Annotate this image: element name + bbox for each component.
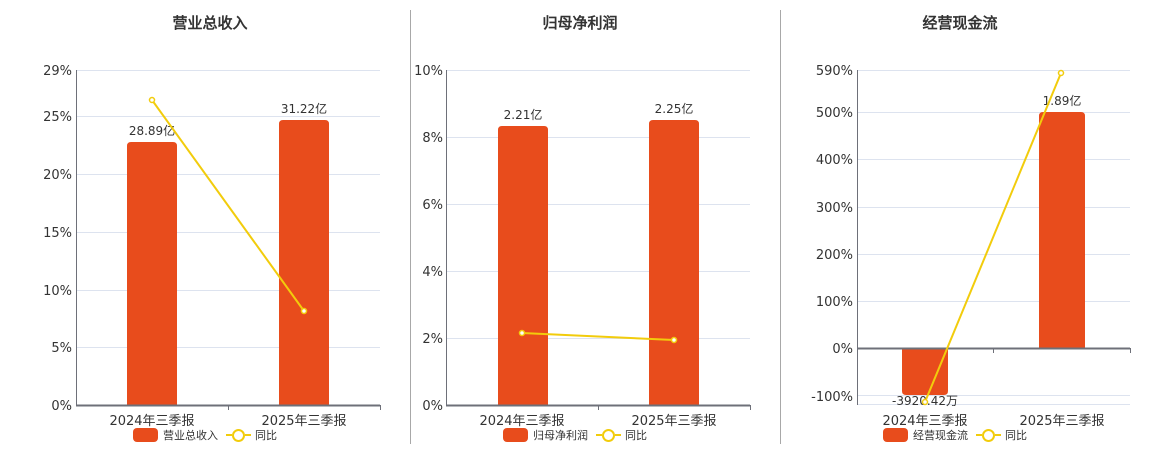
y-tick: 10% (43, 284, 72, 299)
y-tick: 4% (422, 265, 443, 280)
y-tick: 20% (43, 168, 72, 183)
y-tick: 590% (816, 64, 853, 79)
x-tick: 2024年三季报 (109, 414, 194, 429)
y-tick: 6% (422, 198, 443, 213)
x-tick: 2025年三季报 (1019, 414, 1104, 429)
yoy-line (924, 72, 1062, 403)
y-tick: 10% (414, 64, 443, 79)
bar-2024 (127, 142, 177, 405)
chart-panel-revenue: 营业总收入 29% 25% 20% 15% 10% 5% 0% 28.89亿 3… (0, 0, 405, 450)
yoy-line (521, 332, 675, 341)
y-tick: 500% (816, 106, 853, 121)
y-tick: 0% (832, 342, 853, 357)
y-tick: 15% (43, 226, 72, 241)
panel-divider (410, 10, 411, 444)
bar-2024 (902, 348, 948, 395)
bar-label: 31.22亿 (281, 101, 327, 116)
line-legend-label[interactable]: 同比 (625, 429, 647, 442)
bar-2025 (279, 120, 329, 405)
y-tick: 0% (51, 399, 72, 414)
x-tick: 2024年三季报 (882, 414, 967, 429)
line-legend-label[interactable]: 同比 (255, 429, 277, 442)
y-tick: 100% (816, 295, 853, 310)
legend[interactable]: 归母净利润 同比 (503, 427, 647, 443)
chart-plot: 29% 25% 20% 15% 10% 5% 0% 28.89亿 31.22亿 … (43, 64, 381, 429)
x-tick: 2024年三季报 (479, 414, 564, 429)
bar-label: 2.21亿 (504, 107, 543, 122)
y-tick: 8% (422, 131, 443, 146)
bar-legend-label[interactable]: 经营现金流 (913, 429, 968, 442)
legend[interactable]: 经营现金流 同比 (883, 427, 1027, 443)
yoy-line (151, 99, 305, 312)
bar-2025 (1039, 112, 1085, 348)
line-legend-label[interactable]: 同比 (1005, 429, 1027, 442)
bar-2025 (649, 120, 699, 405)
bar-legend-label[interactable]: 营业总收入 (163, 429, 218, 442)
chart-title: 经营现金流 (922, 14, 998, 32)
y-tick: -100% (811, 390, 853, 405)
line-legend-icon[interactable] (976, 428, 1001, 442)
legend[interactable]: 营业总收入 同比 (133, 427, 277, 443)
chart-plot: 10% 8% 6% 4% 2% 0% 2.21亿 2.25亿 2024年三季报 … (414, 64, 751, 429)
y-tick: 300% (816, 201, 853, 216)
chart-title: 归母净利润 (542, 14, 618, 32)
y-tick: 200% (816, 248, 853, 263)
bar-legend-swatch[interactable] (503, 428, 528, 442)
y-tick: 25% (43, 110, 72, 125)
y-tick: 400% (816, 153, 853, 168)
bar-legend-label[interactable]: 归母净利润 (533, 429, 588, 442)
bar-label: 28.89亿 (129, 123, 175, 138)
chart-title: 营业总收入 (172, 14, 248, 32)
bar-legend-swatch[interactable] (883, 428, 908, 442)
y-tick: 2% (422, 332, 443, 347)
y-tick: 0% (422, 399, 443, 414)
bar-2024 (498, 126, 548, 405)
bar-label: 1.89亿 (1043, 93, 1082, 108)
x-tick: 2025年三季报 (631, 414, 716, 429)
bar-legend-swatch[interactable] (133, 428, 158, 442)
line-legend-icon[interactable] (226, 428, 251, 442)
bar-label: 2.25亿 (655, 101, 694, 116)
y-tick: 5% (51, 341, 72, 356)
y-axis-labels: 29% 25% 20% 15% 10% 5% 0% (43, 64, 72, 414)
panel-divider (780, 10, 781, 444)
line-legend-icon[interactable] (596, 428, 621, 442)
chart-panel-net-profit: 归母净利润 10% 8% 6% 4% 2% 0% 2.21亿 2.25亿 (414, 14, 751, 443)
y-tick: 29% (43, 64, 72, 79)
x-tick: 2025年三季报 (261, 414, 346, 429)
